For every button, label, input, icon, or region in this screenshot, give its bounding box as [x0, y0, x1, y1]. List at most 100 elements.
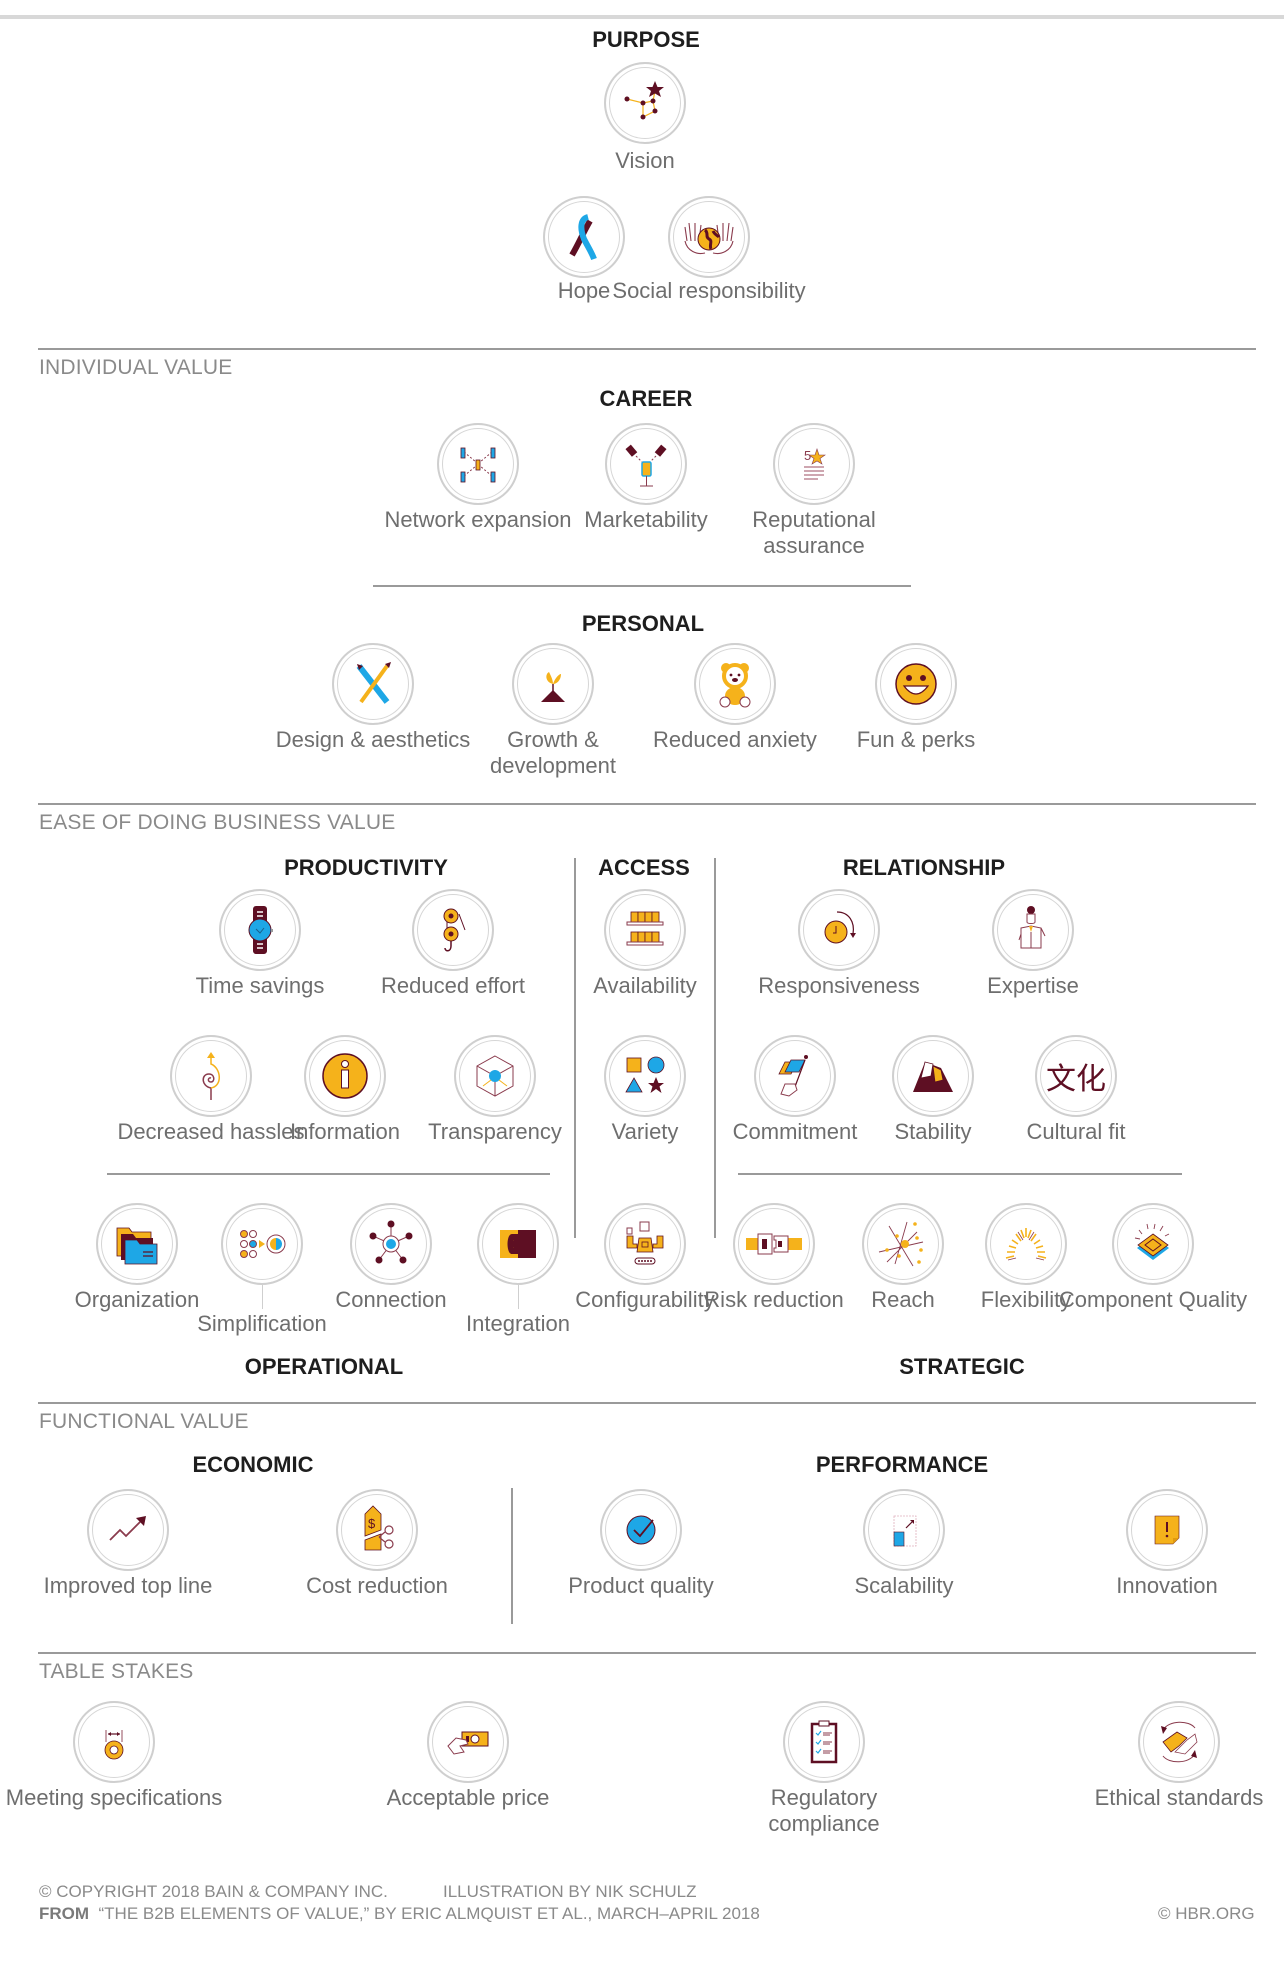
divider-career-personal: [373, 585, 911, 587]
label-leader-line: [262, 1285, 263, 1309]
element-label: Product quality: [568, 1573, 714, 1598]
hands-holding-globe-icon: [668, 196, 750, 278]
tier-title-functional: FUNCTIONAL VALUE: [39, 1410, 249, 1433]
group-title-strategic: STRATEGIC: [899, 1354, 1025, 1379]
clipboard-checklist-icon: [783, 1701, 865, 1783]
footer-copyright: © COPYRIGHT 2018 BAIN & COMPANY INC.: [39, 1882, 388, 1901]
awareness-ribbon-icon: [543, 196, 625, 278]
flexible-arc-icon: [985, 1203, 1067, 1285]
trend-up-arrow-icon: [87, 1489, 169, 1571]
element-label: Cost reduction: [306, 1573, 448, 1598]
element-label: Network expansion: [384, 507, 572, 532]
group-title-purpose: PURPOSE: [592, 27, 700, 52]
pulley-icon: [412, 889, 494, 971]
element-label: Expertise: [987, 973, 1079, 998]
divider-access-relationship: [714, 858, 716, 1238]
professional-person-icon: [992, 889, 1074, 971]
element-label: Marketability: [584, 507, 708, 532]
element-label: Decreased hassles: [117, 1119, 305, 1144]
mountain-icon: [892, 1035, 974, 1117]
element-label: Variety: [611, 1119, 679, 1144]
svg-text:$: $: [368, 1516, 376, 1531]
element-label: Acceptable price: [386, 1785, 550, 1810]
element-label: Configurability: [575, 1287, 715, 1312]
hand-flag-icon: [754, 1035, 836, 1117]
measured-ring-icon: [73, 1701, 155, 1783]
handshake-icon: [1138, 1701, 1220, 1783]
element-label: Reduced anxiety: [653, 727, 817, 752]
divider-functional-tablestakes: [38, 1652, 1256, 1654]
hand-cash-icon: [427, 1701, 509, 1783]
puzzle-piece-icon: [477, 1203, 559, 1285]
info-icon: [304, 1035, 386, 1117]
element-label: Growth & development: [490, 727, 616, 778]
wristwatch-icon: [219, 889, 301, 971]
footer-source: FROM “THE B2B ELEMENTS OF VALUE,” BY ERI…: [39, 1904, 760, 1924]
pencil-brush-icon: [332, 643, 414, 725]
checkmark-badge-icon: [600, 1489, 682, 1571]
reach-scatter-icon: [862, 1203, 944, 1285]
top-rule: [0, 15, 1284, 19]
five-star-review-icon: 5: [773, 423, 855, 505]
element-label: Meeting specifications: [5, 1785, 223, 1810]
element-label: Transparency: [428, 1119, 562, 1144]
culture-characters-icon: 文化: [1035, 1035, 1117, 1117]
sticky-note-exclaim-icon: [1126, 1489, 1208, 1571]
chip-icon: [1112, 1203, 1194, 1285]
element-label: Improved top line: [43, 1573, 213, 1598]
element-label: Social responsibility: [612, 278, 806, 303]
price-tag-scissors-icon: $: [336, 1489, 418, 1571]
teddy-bear-icon: [694, 643, 776, 725]
folders-icon: [96, 1203, 178, 1285]
tier-title-individual: INDIVIDUAL VALUE: [39, 356, 233, 379]
element-label: Ethical standards: [1094, 1785, 1264, 1810]
divider-productivity-access: [574, 858, 576, 1238]
hub-network-icon: [350, 1203, 432, 1285]
footer-illustration-credit: ILLUSTRATION BY NIK SCHULZ: [443, 1882, 697, 1901]
footer-site: © HBR.ORG: [1158, 1904, 1255, 1923]
element-label: Reach: [871, 1287, 935, 1312]
element-label: Reputational assurance: [752, 507, 876, 558]
constellation-star-icon: [604, 62, 686, 144]
element-label: Simplification: [197, 1311, 327, 1336]
group-title-productivity: PRODUCTIVITY: [284, 855, 448, 880]
element-label: Cultural fit: [1026, 1119, 1126, 1144]
element-label: Risk reduction: [704, 1287, 844, 1312]
element-label: Reduced effort: [381, 973, 525, 998]
divider-productivity-operational: [107, 1173, 550, 1175]
transparent-cube-icon: [454, 1035, 536, 1117]
element-label: Stability: [894, 1119, 972, 1144]
culture-glyph: 文化: [1046, 1062, 1106, 1097]
divider-ease-functional: [38, 1402, 1256, 1404]
divider-individual-ease: [38, 803, 1256, 805]
sprout-icon: [512, 643, 594, 725]
element-label: Flexibility: [980, 1287, 1072, 1312]
group-title-relationship: RELATIONSHIP: [842, 855, 1006, 880]
element-label: Time savings: [195, 973, 325, 998]
group-title-personal: PERSONAL: [581, 611, 705, 636]
untangled-spiral-icon: [170, 1035, 252, 1117]
shapes-icon: [604, 1035, 686, 1117]
network-people-icon: [437, 423, 519, 505]
element-label: Regulatory compliance: [768, 1785, 880, 1836]
scaling-bar-icon: [863, 1489, 945, 1571]
element-label: Design & aesthetics: [275, 727, 471, 752]
label-leader-line: [518, 1285, 519, 1309]
spotlight-phone-icon: [605, 423, 687, 505]
divider-relationship-strategic: [738, 1173, 1182, 1175]
element-label: Innovation: [1116, 1573, 1218, 1598]
group-title-operational: OPERATIONAL: [244, 1354, 404, 1379]
robot-config-icon: [604, 1203, 686, 1285]
stocked-shelves-icon: [604, 889, 686, 971]
element-label: Fun & perks: [856, 727, 976, 752]
svg-text:5: 5: [804, 448, 811, 463]
footer-source-text: “THE B2B ELEMENTS OF VALUE,” BY ERIC ALM…: [98, 1904, 760, 1923]
tier-title-ease: EASE OF DOING BUSINESS VALUE: [39, 811, 396, 834]
tier-title-table-stakes: TABLE STAKES: [39, 1660, 194, 1683]
element-label: Commitment: [732, 1119, 858, 1144]
element-label: Scalability: [854, 1573, 954, 1598]
group-title-access: ACCESS: [598, 855, 690, 880]
divider-purpose-individual: [38, 348, 1256, 350]
element-label: Component Quality: [1058, 1287, 1248, 1312]
group-title-performance: PERFORMANCE: [815, 1452, 989, 1477]
